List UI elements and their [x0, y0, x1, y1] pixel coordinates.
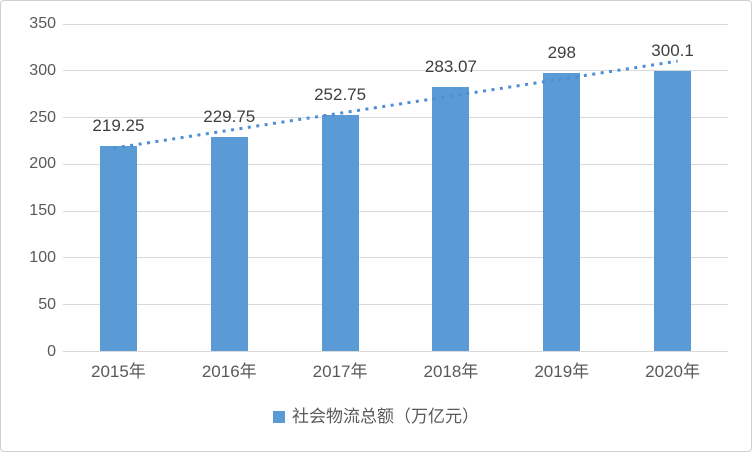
y-axis-tick-label: 350: [29, 15, 56, 32]
x-axis-tick-label: 2016年: [201, 362, 257, 381]
bar-2020年: [654, 70, 692, 352]
legend: 社会物流总额（万亿元）: [1, 407, 751, 427]
data-label: 300.1: [651, 40, 694, 60]
bar-2018年: [432, 86, 470, 352]
gridline: [63, 351, 728, 352]
data-label: 252.75: [314, 84, 367, 104]
x-axis-tick-label: 2020年: [645, 362, 700, 381]
y-axis-tick-label: 100: [29, 248, 56, 266]
x-axis-tick-label: 2019年: [534, 362, 590, 381]
data-label: 283.07: [424, 56, 477, 76]
x-axis-tick-label: 2018年: [423, 362, 479, 381]
y-axis-tick-label: 300: [29, 61, 56, 79]
legend-label: 社会物流总额（万亿元）: [292, 407, 479, 426]
x-axis-tick-label: 2017年: [312, 362, 368, 381]
y-axis-tick-label: 0: [47, 342, 56, 360]
bar-2015年: [99, 146, 137, 352]
data-label: 229.75: [203, 106, 256, 126]
legend-marker-square: [273, 411, 285, 423]
y-axis-tick-label: 200: [29, 155, 56, 173]
bar-2019年: [543, 72, 581, 352]
x-axis-tick-label: 2015年: [90, 362, 146, 381]
gridline: [63, 23, 728, 25]
bar-2017年: [321, 114, 359, 352]
gridline: [63, 163, 728, 165]
bar-2016年: [210, 136, 248, 352]
y-axis-tick-label: 250: [29, 108, 56, 126]
data-label: 219.25: [92, 116, 145, 136]
data-label: 298: [547, 42, 576, 62]
gridline: [63, 304, 728, 306]
gridline: [63, 257, 728, 259]
y-axis-tick-label: 150: [29, 202, 56, 220]
gridline: [63, 210, 728, 212]
y-axis-tick-label: 50: [38, 295, 56, 313]
